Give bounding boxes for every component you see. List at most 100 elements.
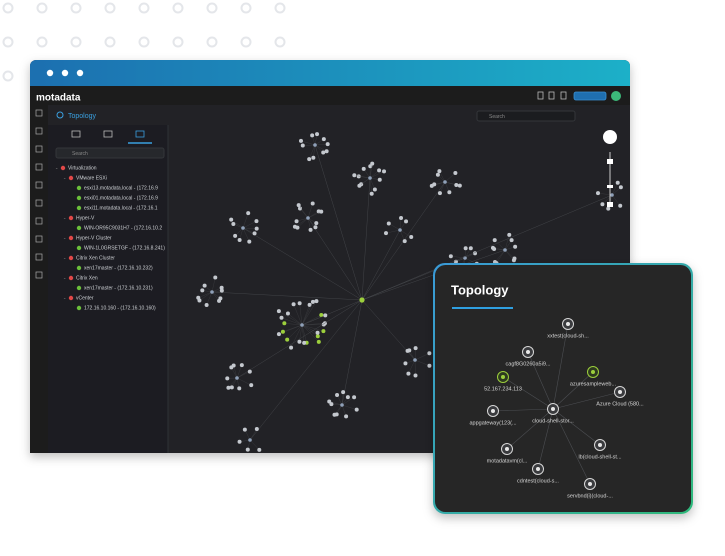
- zoom-control[interactable]: [603, 130, 617, 207]
- node: [323, 313, 328, 318]
- edge: [242, 227, 255, 234]
- tree-label: Hyper-V: [76, 215, 95, 221]
- edge: [236, 377, 252, 386]
- panel-tabs[interactable]: [71, 130, 152, 144]
- decor-dot: [172, 2, 184, 14]
- tree-label: esxi01.motadata.local - (172.16.9: [84, 195, 158, 201]
- node: [492, 238, 497, 243]
- status-dot: [76, 305, 82, 311]
- edge: [301, 324, 318, 333]
- status-dot: [68, 295, 74, 301]
- node: [319, 209, 324, 214]
- edge: [300, 140, 316, 146]
- node: [319, 312, 324, 317]
- decor-dot: [240, 36, 252, 48]
- tree-label: Citrix Xen: [76, 275, 98, 281]
- node: [237, 237, 242, 242]
- node: [324, 149, 329, 154]
- node: [427, 351, 432, 356]
- node: [282, 321, 287, 326]
- node: [513, 244, 518, 249]
- popup-node-icon: [618, 390, 622, 394]
- decor-dot: [206, 2, 218, 14]
- status-dot: [76, 225, 82, 231]
- popup-node-icon: [536, 467, 540, 471]
- node: [298, 138, 303, 143]
- edge: [249, 428, 257, 441]
- node: [316, 339, 321, 344]
- edge: [307, 203, 313, 219]
- node: [402, 239, 407, 244]
- nav-icon: [35, 253, 43, 261]
- node: [448, 254, 453, 259]
- node: [249, 383, 254, 388]
- node: [285, 337, 290, 342]
- popup-node-label: xxtest(cloud-sh...: [547, 333, 589, 339]
- popup-node-icon: [551, 407, 555, 411]
- node: [370, 161, 375, 166]
- edge: [301, 315, 326, 326]
- nav-icon: [35, 271, 43, 279]
- tree-caret: ⌄: [55, 165, 58, 170]
- node: [357, 183, 362, 188]
- decor-dot: [274, 36, 286, 48]
- decor-dot: [70, 2, 82, 14]
- edge: [439, 171, 446, 183]
- popup-node-icon: [526, 350, 530, 354]
- edge: [301, 323, 325, 326]
- nav-icon: [35, 145, 43, 153]
- status-dot: [76, 265, 82, 271]
- edge: [284, 323, 303, 326]
- popup-edge: [506, 408, 554, 450]
- search-box[interactable]: [476, 110, 576, 122]
- edge: [233, 365, 238, 379]
- decor-dot: [138, 36, 150, 48]
- node: [225, 376, 230, 381]
- node: [503, 248, 507, 252]
- edge: [242, 213, 249, 229]
- edge: [307, 211, 319, 219]
- edge: [494, 240, 506, 251]
- tree-caret: ⌄: [63, 275, 66, 280]
- edge: [297, 217, 309, 228]
- node: [200, 288, 205, 293]
- node: [509, 238, 514, 243]
- node: [368, 176, 372, 180]
- decor-dot: [2, 2, 14, 14]
- status-dot: [68, 255, 74, 261]
- topology-icon: [56, 111, 64, 119]
- decor-dots: [2, 2, 286, 82]
- edge: [464, 257, 477, 264]
- status-dot: [68, 175, 74, 181]
- tree-caret: ⌄: [63, 255, 66, 260]
- node: [237, 386, 242, 391]
- edge: [314, 144, 363, 301]
- edge: [369, 171, 385, 179]
- node: [254, 219, 259, 224]
- node: [492, 247, 497, 252]
- tree-search[interactable]: [55, 147, 165, 159]
- node: [354, 407, 359, 412]
- node: [332, 412, 337, 417]
- node: [435, 172, 440, 177]
- node: [247, 369, 252, 374]
- popup-edge: [537, 408, 554, 470]
- edge: [231, 219, 244, 229]
- decor-dot: [36, 36, 48, 48]
- node: [219, 288, 224, 293]
- node: [507, 232, 512, 237]
- node: [454, 182, 459, 187]
- edge: [301, 324, 305, 343]
- popup-edge: [552, 371, 594, 410]
- edge: [301, 314, 322, 326]
- tree-label: 172.16.10.160 - (172.16.10.160): [84, 305, 156, 311]
- header-icons: [537, 91, 621, 101]
- node: [372, 187, 377, 192]
- popup-edge: [492, 408, 554, 412]
- popup-node-icon: [501, 375, 505, 379]
- tree-label: esxi13.motadata.local - (172.16.9: [84, 185, 158, 191]
- node: [321, 329, 326, 334]
- popup-node-label: cloud-shell-stor...: [532, 418, 574, 424]
- edge: [287, 324, 303, 340]
- edge: [388, 223, 401, 231]
